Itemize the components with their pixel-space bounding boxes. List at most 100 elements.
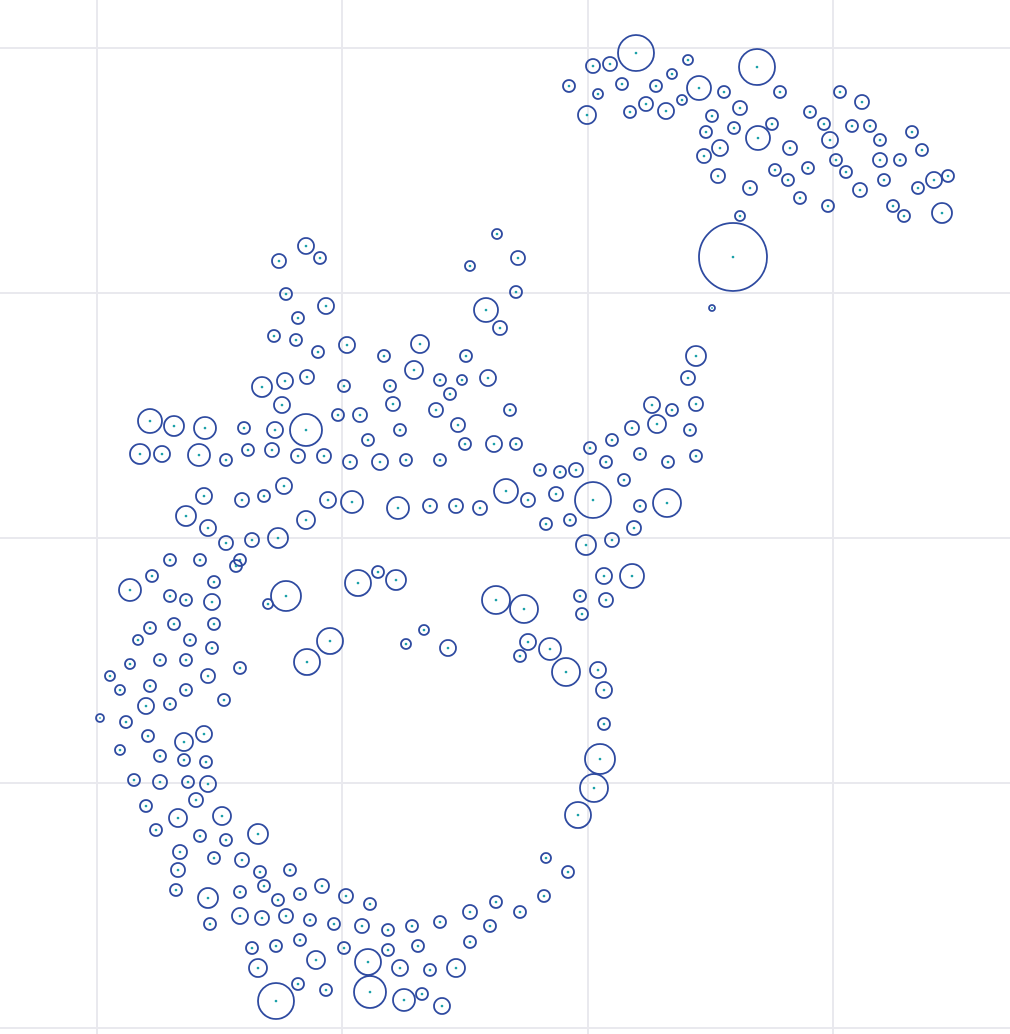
data-point-center: [316, 350, 320, 354]
data-point-center: [262, 494, 266, 498]
data-point-center: [680, 98, 684, 102]
data-point: [647, 414, 667, 434]
data-point-center: [554, 492, 558, 496]
data-point-ring: [207, 851, 221, 865]
data-point-ring: [200, 668, 216, 684]
data-point-center: [368, 990, 372, 994]
data-point-center: [844, 170, 848, 174]
data-point-ring: [513, 649, 527, 663]
data-point: [163, 697, 177, 711]
data-point-center: [404, 458, 408, 462]
data-point: [463, 935, 477, 949]
data-point-center: [168, 594, 172, 598]
data-point-ring: [589, 661, 607, 679]
data-point: [266, 421, 284, 439]
data-point: [493, 478, 519, 504]
data-point-ring: [579, 773, 609, 803]
data-point-ring: [137, 697, 155, 715]
data-point-center: [404, 642, 408, 646]
data-point-center: [654, 84, 658, 88]
data-point-center: [206, 896, 210, 900]
data-point: [203, 917, 217, 931]
data-point-ring: [229, 559, 243, 573]
data-point-ring: [207, 575, 221, 589]
data-point-center: [610, 538, 614, 542]
data-point-ring: [833, 85, 847, 99]
data-point: [195, 487, 213, 505]
data-point-center: [416, 944, 420, 948]
data-point-center: [916, 186, 920, 190]
data-point-center: [256, 832, 260, 836]
data-point-center: [891, 204, 895, 208]
data-point: [279, 287, 293, 301]
data-point: [682, 54, 694, 66]
data-point: [698, 222, 768, 292]
data-point: [520, 492, 536, 508]
data-point: [738, 48, 776, 86]
data-point: [568, 462, 584, 478]
data-point-center: [272, 334, 276, 338]
data-point-center: [356, 581, 360, 585]
data-point-center: [778, 90, 782, 94]
data-point-ring: [270, 580, 302, 612]
data-point-center: [212, 856, 216, 860]
data-point: [619, 563, 645, 589]
data-point-ring: [289, 333, 303, 347]
data-point-center: [128, 662, 132, 666]
data-point-ring: [575, 607, 589, 621]
data-point-center: [670, 408, 674, 412]
data-point-ring: [193, 553, 207, 567]
data-point-ring: [509, 437, 523, 451]
data-point-center: [664, 109, 668, 113]
data-point-ring: [817, 117, 831, 131]
data-point-ring: [316, 627, 344, 655]
data-point-center: [206, 674, 210, 678]
data-point-ring: [296, 510, 316, 530]
data-point-ring: [143, 679, 157, 693]
data-point: [199, 755, 213, 769]
data-point: [385, 396, 401, 412]
data-point-ring: [319, 491, 337, 509]
data-point-ring: [537, 889, 551, 903]
data-point: [680, 370, 696, 386]
data-point-center: [366, 960, 370, 964]
data-point: [338, 888, 354, 904]
data-point: [195, 725, 213, 743]
data-point-ring: [317, 297, 335, 315]
data-point-ring: [539, 517, 553, 531]
data-point-center: [910, 130, 914, 134]
data-point-center: [144, 804, 148, 808]
data-point-ring: [619, 563, 645, 589]
data-point: [132, 634, 144, 646]
data-point: [732, 100, 748, 116]
data-point: [564, 801, 592, 829]
data-point-ring: [418, 624, 430, 636]
data-point-center: [710, 114, 714, 118]
data-point-ring: [698, 222, 768, 292]
data-point-ring: [665, 403, 679, 417]
data-point-center: [492, 442, 496, 446]
data-point-ring: [893, 153, 907, 167]
data-point-center: [294, 338, 298, 342]
data-point-ring: [381, 943, 395, 957]
data-point: [319, 491, 337, 509]
data-point-center: [732, 126, 736, 130]
data-point-ring: [897, 209, 911, 223]
data-point: [199, 519, 217, 537]
data-point: [801, 161, 815, 175]
data-point: [589, 661, 607, 679]
data-point-ring: [829, 153, 843, 167]
data-point: [710, 168, 726, 184]
data-point-ring: [195, 487, 213, 505]
data-point-center: [324, 988, 328, 992]
data-point: [385, 569, 407, 591]
data-point: [781, 173, 795, 187]
data-point-ring: [354, 918, 370, 934]
data-point-center: [260, 916, 264, 920]
data-point: [538, 637, 562, 661]
data-point-ring: [293, 933, 307, 947]
data-point-center: [284, 594, 288, 598]
data-point-ring: [363, 897, 377, 911]
data-point-ring: [599, 455, 613, 469]
data-point-center: [184, 658, 188, 662]
